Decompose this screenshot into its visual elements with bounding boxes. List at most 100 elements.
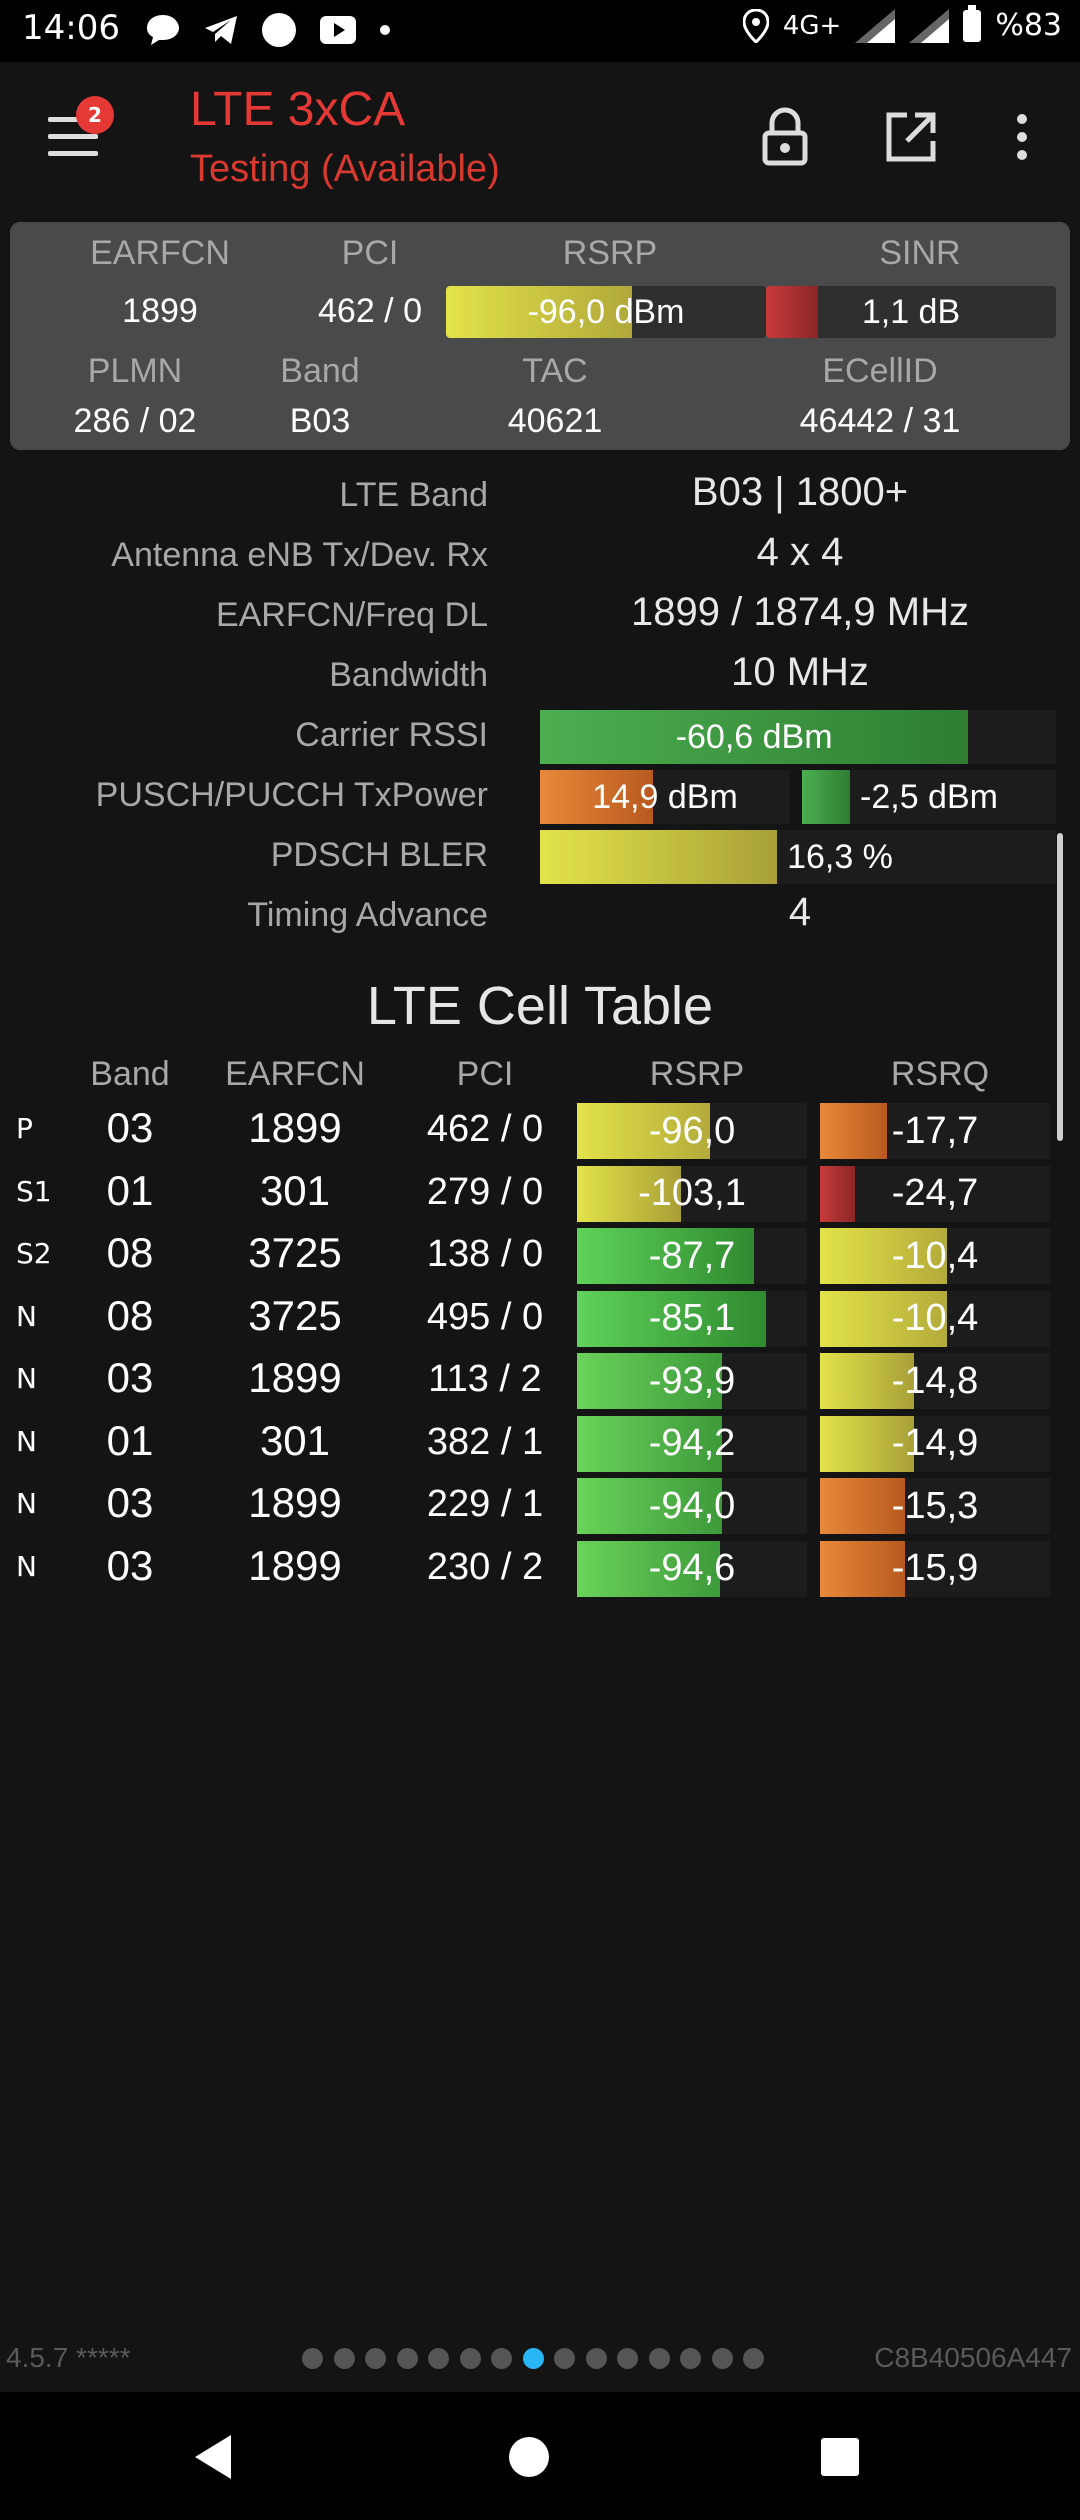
cell-band: 08 [106,1229,154,1276]
cell-rsrq-bar-fill [820,1228,947,1284]
cell-band: 01 [106,1416,154,1464]
page-dot[interactable] [428,2348,449,2369]
table-row: P 03 1899 462 / 0 -96,0 -17,7 [0,1100,1080,1162]
recents-icon[interactable] [795,2412,885,2502]
cell-rsrp-bar: -87,7 [577,1228,807,1284]
col-header-pci: PCI [456,1055,514,1093]
page-dot[interactable] [648,2348,670,2369]
ecellid-header: ECellID [822,352,938,390]
cell-pci: 138 / 0 [426,1233,544,1275]
cell-rsrp-bar: -93,9 [577,1353,807,1409]
app-bar: 2 LTE 3xCA Testing (Available) [0,62,1080,217]
menu-icon[interactable] [48,117,98,157]
cell-band: 03 [106,1541,154,1589]
page-dot[interactable] [585,2348,607,2369]
cell-rsrp: -96,0 [648,1109,736,1152]
cell-band: 01 [106,1166,154,1214]
plmn-value: 286 / 02 [73,402,197,440]
page-dot[interactable] [680,2348,701,2369]
scrollbar[interactable] [1057,833,1063,1141]
band-header: Band [280,352,360,390]
cell-rsrp-bar-fill [577,1353,722,1409]
page-dot[interactable] [711,2348,733,2369]
navigation-bar [0,2392,1080,2520]
earfcn-header: EARFCN [90,234,230,272]
home-icon[interactable] [484,2412,574,2502]
table-row: N 03 1899 230 / 2 -94,6 -15,9 [0,1538,1080,1600]
sinr-bar: 1,1 dB [766,286,1056,338]
page-dot[interactable] [365,2348,386,2369]
table-row: N 08 3725 495 / 0 -85,1 -10,4 [0,1288,1080,1350]
chat-icon [147,15,179,45]
cell-rsrq-bar: -14,8 [820,1353,1050,1409]
cell-type: S2 [16,1237,52,1270]
cell-pci: 382 / 1 [426,1420,544,1463]
page-dot[interactable] [396,2348,418,2369]
page-dot[interactable] [302,2348,323,2369]
table-row: S1 01 301 279 / 0 -103,1 -24,7 [0,1163,1080,1225]
rsrp-header: RSRP [562,234,658,272]
col-header-rsrq: RSRQ [890,1055,990,1093]
page-dot[interactable] [333,2348,355,2369]
cell-rsrp-bar: -103,1 [577,1165,807,1222]
lock-icon[interactable] [750,102,820,172]
cell-rsrq-bar-fill [820,1415,915,1472]
cell-earfcn: 1899 [248,1104,342,1151]
cell-band: 03 [106,1104,154,1151]
pucch-power-bar-fill [802,770,851,824]
cell-rsrq-bar-fill [820,1353,915,1409]
cell-rsrq: -10,4 [891,1234,979,1277]
cell-rsrp-bar: -96,0 [577,1103,807,1159]
signal-icon [855,8,896,43]
pusch-power-bar: 14,9 dBm [540,770,790,824]
network-type: 4G+ [782,10,842,41]
cell-rsrq-bar: -10,4 [820,1290,1050,1347]
tx-power-label: PUSCH/PUCCH TxPower [95,776,488,814]
cell-rsrq: -15,9 [891,1547,979,1589]
app-subtitle: Testing (Available) [190,148,500,190]
rsrp-value: -96,0 dBm [527,292,685,331]
cell-type: S1 [16,1174,52,1208]
cell-rsrp: -93,9 [648,1359,736,1402]
open-external-icon[interactable] [876,102,946,172]
cell-rsrp-bar-fill [577,1165,681,1222]
sinr-value: 1,1 dB [861,292,961,331]
cell-earfcn: 3725 [248,1229,342,1276]
page-indicator[interactable] [302,2348,764,2369]
cell-rsrp: -94,2 [648,1422,736,1464]
page-dot[interactable] [617,2348,638,2369]
page-dot[interactable] [743,2348,764,2369]
table-row: N 01 301 382 / 1 -94,2 -14,9 [0,1413,1080,1475]
cell-earfcn: 301 [259,1416,331,1464]
cell-rsrp: -94,6 [648,1547,736,1589]
page-dot[interactable] [554,2348,575,2369]
cell-earfcn: 301 [259,1166,331,1214]
cell-pci: 230 / 2 [426,1545,544,1588]
cell-rsrp-bar-fill [577,1103,711,1159]
carrier-rssi-value: -60,6 dBm [675,717,833,756]
cell-rsrp-bar-fill [577,1228,755,1284]
circle-icon [262,13,296,47]
band-value: B03 [289,402,351,440]
page-dot[interactable] [522,2348,544,2369]
back-icon[interactable] [168,2412,258,2502]
cell-rsrq: -14,9 [891,1422,979,1464]
page-dot[interactable] [491,2348,512,2369]
telegram-icon [205,16,237,44]
cell-type: N [16,1424,37,1458]
earfcn-value: 1899 [122,292,198,330]
cell-band: 03 [106,1354,154,1401]
serving-cell-summary: EARFCN PCI RSRP SINR 1899 462 / 0 -96,0 … [10,222,1070,450]
cell-earfcn: 3725 [248,1291,342,1339]
page-dot[interactable] [459,2348,481,2369]
cell-rsrp-bar: -94,0 [577,1478,807,1534]
location-icon [742,8,769,43]
cell-rsrq-bar: -10,4 [820,1228,1050,1284]
earfcn-freq-value: 1899 / 1874,9 MHz [631,590,969,634]
pdsch-bler-bar: 16,3 % [540,830,1056,884]
status-time: 14:06 [22,8,120,48]
cell-pci: 279 / 0 [426,1170,544,1213]
battery-percent: %83 [995,8,1062,43]
more-options-icon[interactable] [987,102,1057,172]
cell-rsrq-bar-fill [820,1540,906,1597]
